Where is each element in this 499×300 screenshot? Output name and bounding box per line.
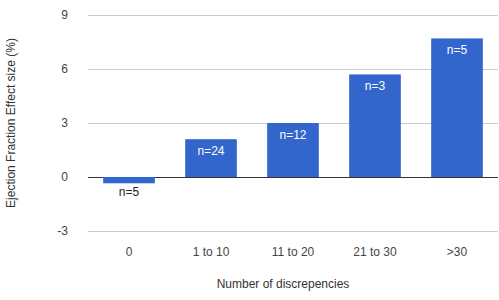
y-tick-label: 3: [61, 116, 68, 130]
bar-annotation: n=24: [197, 144, 224, 158]
bar: [103, 177, 155, 183]
y-tick-label: 6: [61, 62, 68, 76]
y-tick-label: 0: [61, 170, 68, 184]
bar: [349, 74, 401, 177]
bar-annotation: n=5: [447, 43, 468, 57]
grid-line: [88, 15, 498, 16]
bar: [431, 38, 483, 177]
x-tick-label: 11 to 20: [272, 245, 315, 259]
bar: [185, 139, 237, 177]
chart-svg: -3 0 3 6 9 n=5 n=24 n=12 n=3 n=5 0 1 to 10 11 to 20 2…: [0, 0, 499, 300]
chart-container: -3 0 3 6 9 n=5 n=24 n=12 n=3 n=5 0 1 to 10 11 to 20 2…: [0, 0, 499, 300]
bar-annotation: n=12: [279, 128, 306, 142]
y-tick-label: 9: [61, 8, 68, 22]
y-tick-label: -3: [57, 224, 68, 238]
x-axis-title: Number of discrepencies: [217, 277, 350, 291]
x-tick-label: 21 to 30: [353, 245, 397, 259]
y-axis-title: Ejection Fraction Effect size (%): [4, 38, 18, 208]
x-tick-label: 1 to 10: [193, 245, 230, 259]
x-tick-label: 0: [126, 245, 133, 259]
bar-annotation: n=5: [119, 185, 140, 199]
grid-line: [88, 231, 498, 232]
bar-annotation: n=3: [365, 79, 386, 93]
bars: [103, 38, 483, 183]
bar: [267, 123, 319, 177]
grid: [88, 15, 498, 231]
x-tick-label: >30: [447, 245, 468, 259]
